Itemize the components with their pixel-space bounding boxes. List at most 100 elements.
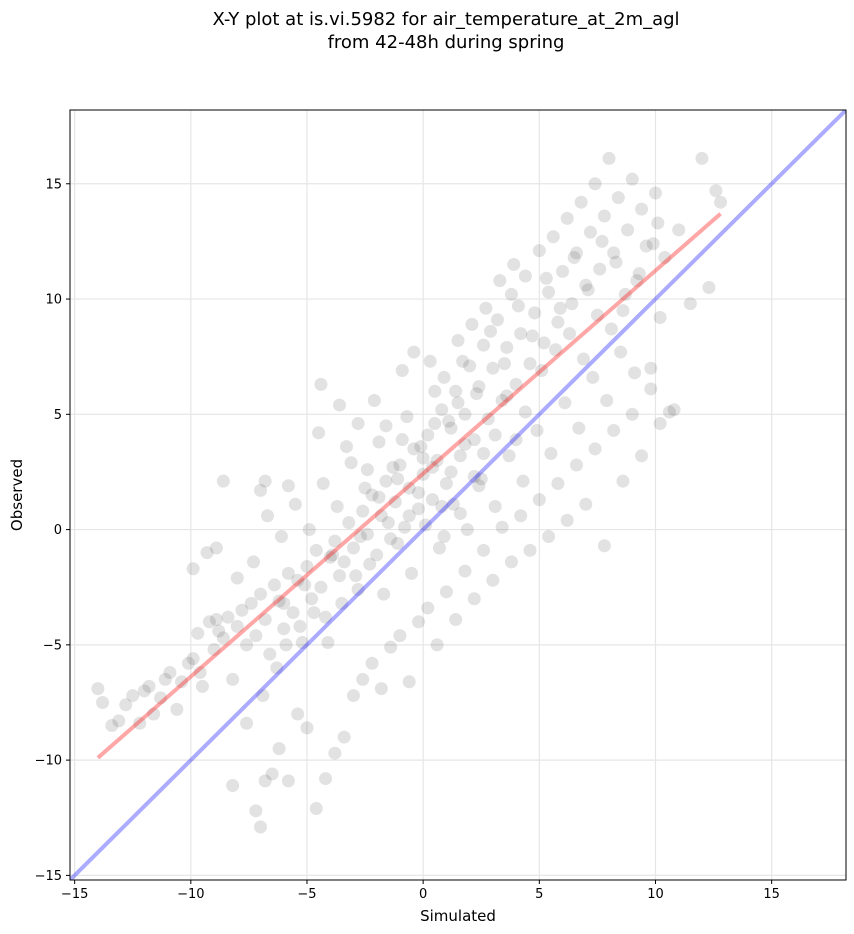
data-point [574, 195, 588, 209]
data-point [300, 559, 314, 573]
data-point [444, 465, 458, 479]
data-point [119, 698, 133, 712]
data-point [319, 772, 333, 786]
data-point [212, 624, 226, 638]
data-point [593, 262, 607, 276]
data-point [333, 398, 347, 412]
data-point [402, 509, 416, 523]
data-point [414, 440, 428, 454]
data-point [181, 656, 195, 670]
data-point [488, 500, 502, 514]
chart-title-line-2: from 42-48h during spring [328, 32, 565, 53]
data-point [432, 541, 446, 555]
data-point [467, 433, 481, 447]
data-point [356, 672, 370, 686]
data-point [653, 310, 667, 324]
data-point [377, 587, 391, 601]
data-point [302, 523, 316, 537]
data-point [530, 423, 544, 437]
data-point [609, 255, 623, 269]
data-point [630, 274, 644, 288]
data-point [295, 636, 309, 650]
regression-line [96, 212, 722, 760]
data-point [358, 481, 372, 495]
data-point [453, 449, 467, 463]
data-point [442, 414, 456, 428]
data-point [449, 384, 463, 398]
data-point [572, 421, 586, 435]
data-point [658, 251, 672, 265]
data-point [428, 417, 442, 431]
data-point [509, 377, 523, 391]
data-point [477, 543, 491, 557]
data-point [293, 619, 307, 633]
data-point [342, 516, 356, 530]
data-point [435, 403, 449, 417]
data-point [648, 186, 662, 200]
data-point [600, 393, 614, 407]
data-point [288, 497, 302, 511]
data-point [590, 308, 604, 322]
chart-title-line-1: X-Y plot at is.vi.5982 for air_temperatu… [212, 9, 679, 30]
y-tick-label: 10 [45, 293, 62, 308]
data-point [635, 449, 649, 463]
data-point [446, 497, 460, 511]
data-point [319, 610, 333, 624]
data-point [439, 585, 453, 599]
data-point [279, 638, 293, 652]
data-point [511, 299, 525, 313]
data-point [628, 366, 642, 380]
x-tick-label: 0 [419, 887, 427, 902]
data-point [267, 578, 281, 592]
data-point [402, 675, 416, 689]
data-point [421, 601, 435, 615]
data-point [474, 472, 488, 486]
data-point [644, 361, 658, 375]
data-point [142, 679, 156, 693]
data-point [316, 476, 330, 490]
data-point [486, 573, 500, 587]
data-point [495, 520, 509, 534]
data-point [202, 615, 216, 629]
data-point [477, 447, 491, 461]
data-point [484, 324, 498, 338]
data-point [467, 470, 481, 484]
data-point [346, 689, 360, 703]
data-point [379, 419, 393, 433]
data-point [463, 359, 477, 373]
data-point [328, 534, 342, 548]
data-point [374, 682, 388, 696]
data-point [611, 191, 625, 205]
data-point [444, 421, 458, 435]
data-point [563, 327, 577, 341]
data-point [453, 506, 467, 520]
data-point [430, 453, 444, 467]
data-point [314, 377, 328, 391]
data-point [588, 442, 602, 456]
data-point [147, 707, 161, 721]
data-point [437, 370, 451, 384]
data-point [372, 490, 386, 504]
data-point [556, 264, 570, 278]
x-tick-label: 15 [763, 887, 780, 902]
data-point [265, 767, 279, 781]
data-point [277, 596, 291, 610]
data-point [154, 691, 168, 705]
data-point [490, 313, 504, 327]
data-point [384, 640, 398, 654]
data-point [216, 631, 230, 645]
data-point [470, 387, 484, 401]
x-tick-label: −10 [177, 887, 204, 902]
data-point [428, 384, 442, 398]
data-point [412, 502, 426, 516]
data-point [328, 746, 342, 760]
data-point [291, 573, 305, 587]
data-point [105, 719, 119, 733]
data-point [272, 742, 286, 756]
data-point [333, 569, 347, 583]
data-point [337, 555, 351, 569]
data-point [126, 689, 140, 703]
data-point [542, 285, 556, 299]
data-point [386, 460, 400, 474]
